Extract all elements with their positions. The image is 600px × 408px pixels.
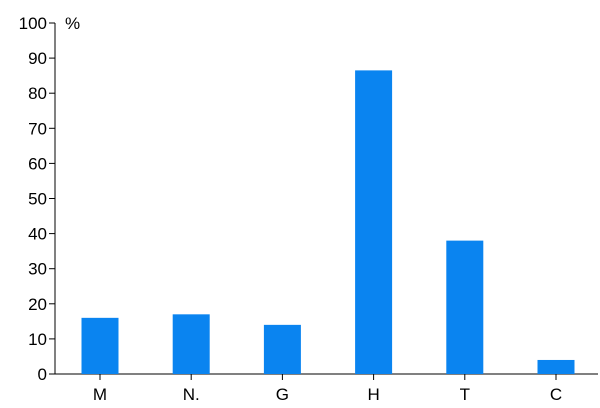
x-tick-label: N. (183, 385, 200, 404)
bar-h (355, 70, 393, 374)
x-tick-label: C (550, 385, 562, 404)
y-tick-label: 50 (28, 190, 47, 209)
y-tick-label: 20 (28, 295, 47, 314)
y-tick-label: 40 (28, 225, 47, 244)
bars (81, 70, 575, 374)
x-axis: M N. G H T C (55, 373, 598, 404)
y-tick-label: 0 (38, 365, 47, 384)
y-tick-label: 30 (28, 260, 47, 279)
x-tick-label: G (276, 385, 289, 404)
y-axis-unit-label: % (65, 14, 80, 33)
y-tick-label: 80 (28, 84, 47, 103)
y-tick-label: 90 (28, 49, 47, 68)
bar-g (263, 324, 301, 374)
x-tick-label: H (367, 385, 379, 404)
x-tick-label: M (93, 385, 107, 404)
bar-m (81, 317, 119, 374)
bar-c (537, 359, 575, 374)
bar-t (446, 240, 484, 374)
y-tick-label: 70 (28, 119, 47, 138)
x-tick-label: T (460, 385, 470, 404)
y-tick-label: 100 (19, 14, 47, 33)
bar-n (172, 314, 210, 374)
y-tick-label: 60 (28, 154, 47, 173)
y-axis: 0 10 20 30 40 50 60 70 80 90 100 (19, 14, 56, 384)
y-tick-label: 10 (28, 330, 47, 349)
